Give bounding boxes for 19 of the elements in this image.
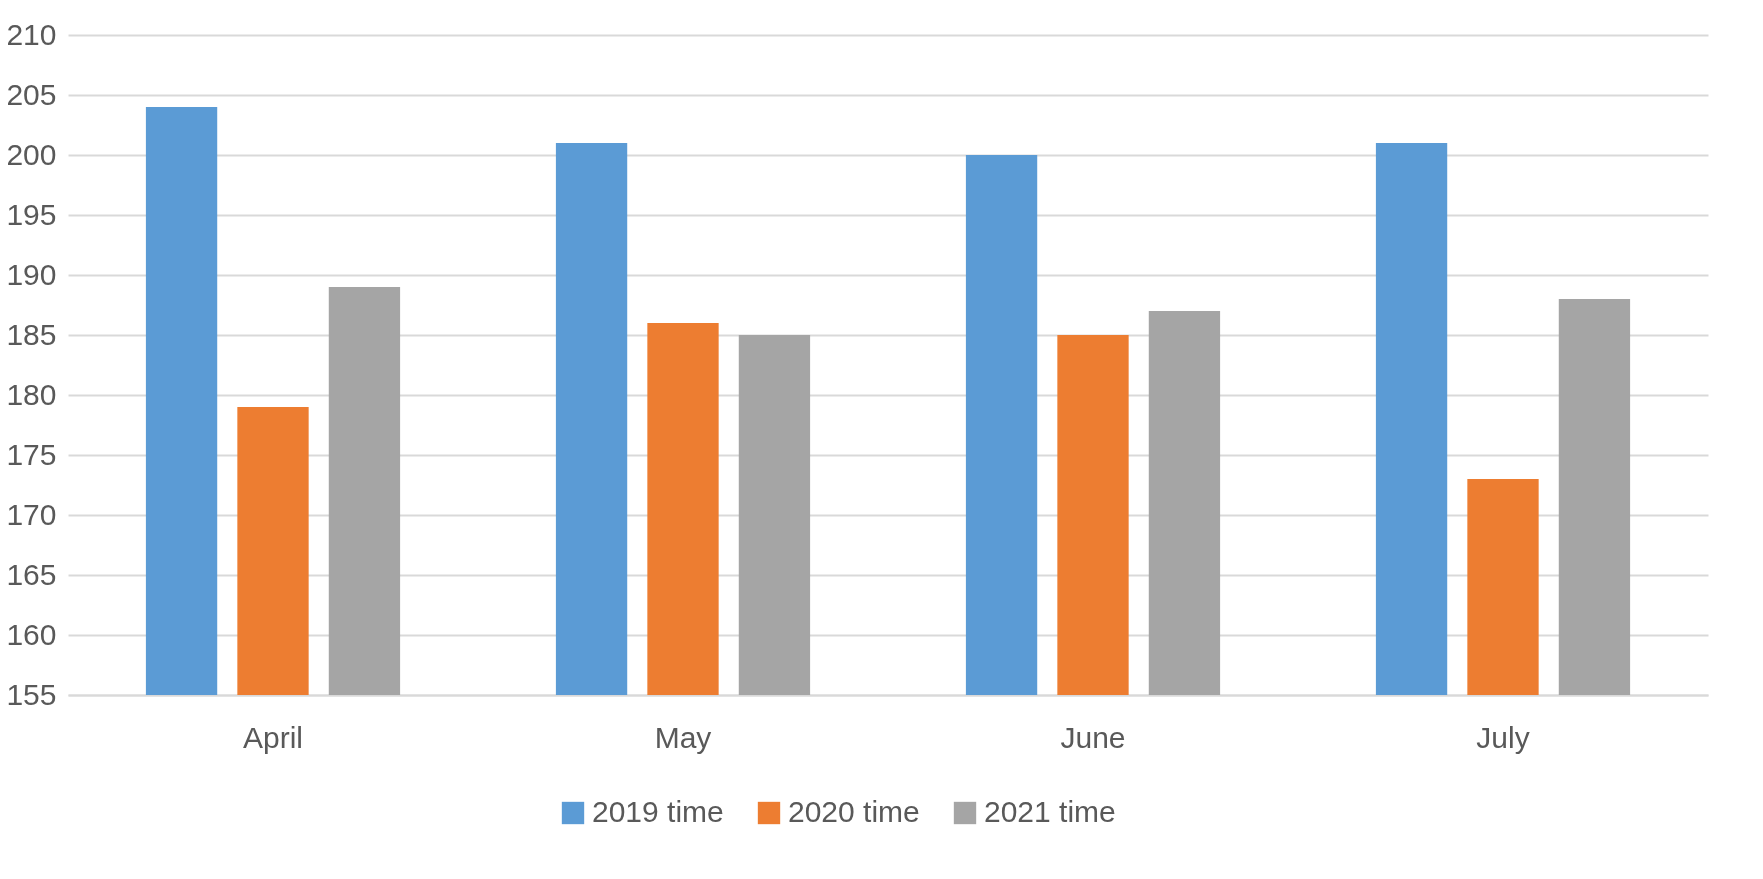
y-tick-label: 200 [6,137,57,171]
x-tick-label: June [1060,720,1126,754]
x-tick-label: April [242,720,304,754]
y-tick-label: 210 [6,17,57,51]
y-tick-label: 185 [6,317,57,351]
y-tick-label: 180 [6,377,57,411]
y-tick-label: 170 [6,497,57,531]
y-tick-label: 190 [6,257,57,291]
y-tick-label: 165 [6,557,57,591]
legend-label: 2019 time [592,795,724,828]
legend-label: 2021 time [984,795,1116,828]
y-tick-label: 195 [6,197,57,231]
legend-label: 2020 time [788,795,920,828]
y-tick-label: 205 [6,77,57,111]
y-tick-label: 175 [6,437,57,471]
x-tick-label: July [1476,720,1530,754]
y-tick-label: 160 [6,617,57,651]
y-tick-label: 155 [6,677,57,711]
x-tick-label: May [654,720,712,754]
